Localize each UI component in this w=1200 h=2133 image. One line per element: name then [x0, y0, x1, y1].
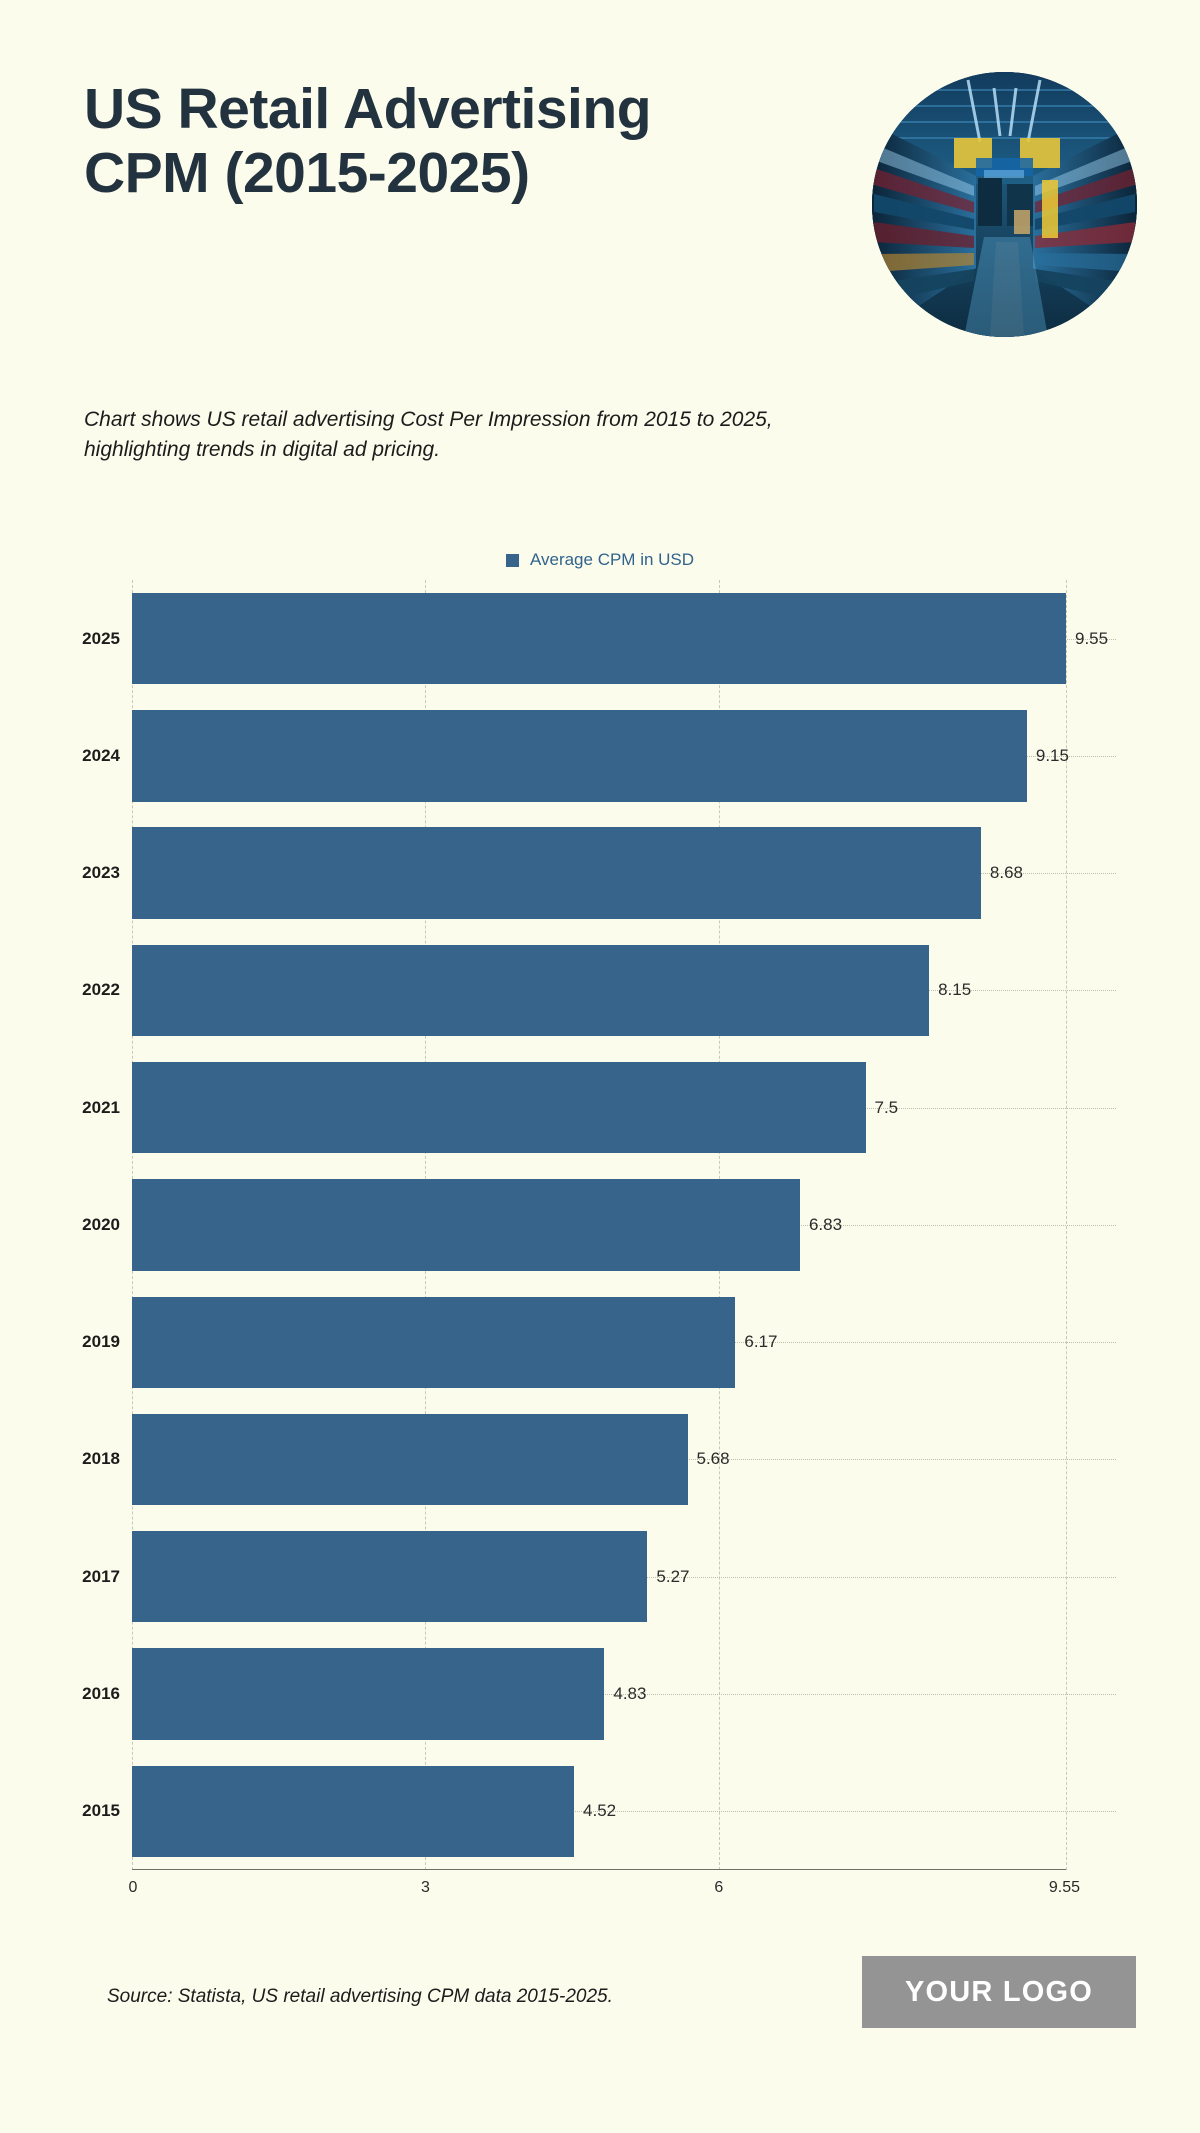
header: US Retail Advertising CPM (2015-2025): [0, 0, 1200, 337]
bar-row[interactable]: 2018 5.68: [82, 1401, 1116, 1518]
bar[interactable]: 5.68: [132, 1413, 730, 1506]
bar-row[interactable]: 2025 9.55: [82, 580, 1116, 697]
bar[interactable]: 9.55: [132, 592, 1108, 685]
legend-label: Average CPM in USD: [529, 550, 695, 569]
bar-value-label: 6.17: [744, 1332, 778, 1352]
x-axis-ticks: 0 3 6 9.55: [128, 1879, 1080, 1903]
bar-row[interactable]: 2022 8.15: [82, 932, 1116, 1049]
source-note: Source: Statista, US retail advertising …: [107, 1986, 613, 2007]
bar[interactable]: 9.15: [132, 710, 1069, 802]
plot-area: 2025 9.55 2024 9.15 2023 8.68 2022 8.15 2021 7.5 2…: [82, 580, 1116, 1870]
bar-row[interactable]: 2019 6.17: [82, 1284, 1116, 1401]
bar-value-label: 6.83: [808, 1214, 843, 1234]
bar-value-label: 7.5: [874, 1097, 899, 1117]
bar-value-label: 8.15: [938, 980, 972, 1000]
category-label: 2017: [82, 1566, 120, 1586]
subtitle: Chart shows US retail advertising Cost P…: [84, 408, 773, 461]
bar-row[interactable]: 2021 7.5: [82, 1049, 1116, 1166]
retail-store-aisle-photo: [872, 72, 1137, 337]
bar[interactable]: 4.52: [132, 1765, 616, 1858]
bar[interactable]: 8.68: [132, 827, 1023, 919]
bar[interactable]: 7.5: [132, 1061, 898, 1154]
row-guide-line: [132, 1694, 1116, 1696]
logo-text: YOUR LOGO: [904, 1975, 1094, 2008]
category-label: 2015: [82, 1801, 120, 1821]
bar-row[interactable]: 2015 4.52: [82, 1753, 1116, 1870]
bar-value-label: 9.15: [1035, 745, 1069, 765]
bar[interactable]: 6.83: [132, 1179, 842, 1271]
category-label: 2019: [82, 1332, 120, 1352]
bar[interactable]: 8.15: [132, 944, 971, 1037]
bar-row[interactable]: 2023 8.68: [82, 815, 1116, 932]
x-tick-label: 6: [714, 1879, 724, 1896]
x-tick-label: 0: [128, 1879, 138, 1896]
bar[interactable]: 6.17: [132, 1296, 778, 1388]
bar-row[interactable]: 2024 9.15: [82, 697, 1116, 814]
bar-value-label: 4.52: [583, 1801, 617, 1821]
bar-value-label: 5.68: [696, 1449, 730, 1469]
footer: Source: Statista, US retail advertising …: [0, 1943, 1200, 2133]
bar-row[interactable]: 2016 4.83: [82, 1635, 1116, 1752]
bar[interactable]: 4.83: [132, 1648, 646, 1740]
bar-row[interactable]: 2017 5.27: [82, 1518, 1116, 1635]
x-tick-label: 9.55: [1048, 1879, 1081, 1896]
category-label: 2024: [82, 745, 120, 765]
bar-row[interactable]: 2020 6.83: [82, 1166, 1116, 1283]
logo-placeholder: YOUR LOGO: [862, 1956, 1136, 2028]
bar-chart: 2025 9.55 2024 9.15 2023 8.68 2022 8.15 2021 7.5 2…: [82, 580, 1116, 1915]
x-axis-line: [132, 1869, 1066, 1870]
category-label: 2021: [82, 1097, 120, 1117]
bar-value-label: 9.55: [1075, 628, 1109, 648]
bar[interactable]: 5.27: [132, 1531, 690, 1623]
bar-value-label: 5.27: [656, 1566, 690, 1586]
row-guide-line: [132, 1811, 1116, 1813]
category-label: 2020: [82, 1214, 120, 1234]
category-label: 2018: [82, 1449, 120, 1469]
bar-value-label: 8.68: [989, 863, 1023, 883]
category-label: 2022: [82, 980, 120, 1000]
chart-legend: Average CPM in USD: [0, 550, 1200, 570]
legend-swatch-icon: [505, 553, 519, 567]
category-label: 2023: [82, 863, 120, 883]
category-label: 2025: [82, 628, 120, 648]
category-label: 2016: [82, 1684, 120, 1704]
bar-value-label: 4.83: [613, 1684, 647, 1704]
bar-rows: 2025 9.55 2024 9.15 2023 8.68 2022 8.15 2021 7.5 2…: [82, 580, 1116, 1870]
page-title: US Retail Advertising CPM (2015-2025): [84, 77, 652, 205]
x-tick-label: 3: [420, 1879, 430, 1896]
